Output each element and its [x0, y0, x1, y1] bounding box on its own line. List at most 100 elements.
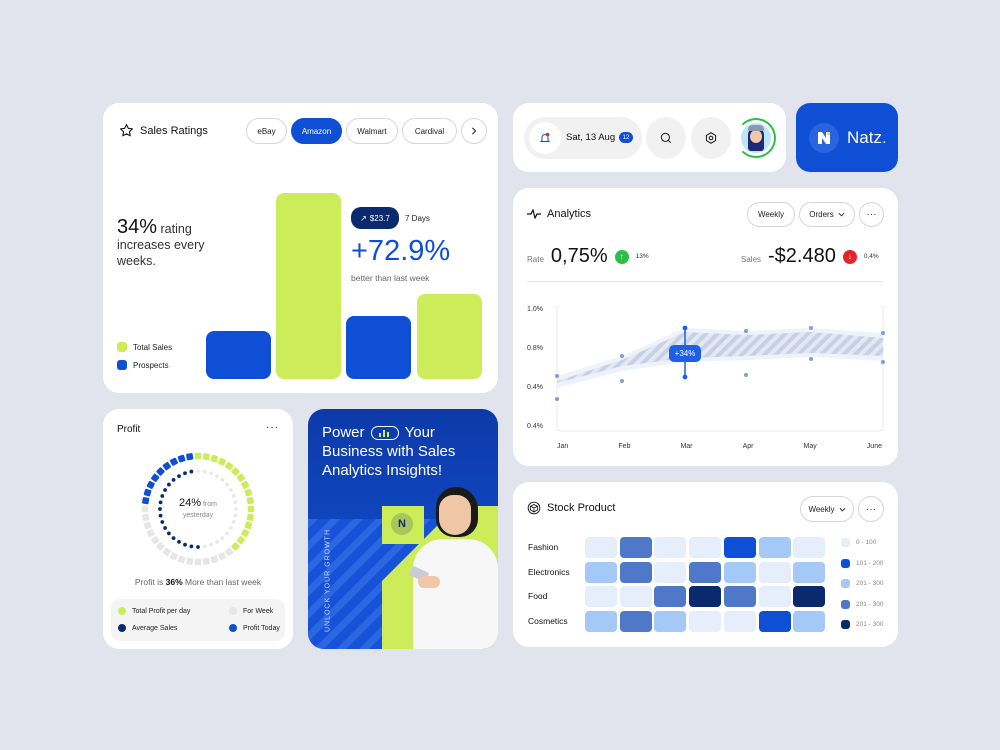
- heatmap-cell[interactable]: [654, 610, 687, 632]
- search-icon: [660, 132, 672, 144]
- rate-value: 0,75%: [550, 245, 608, 267]
- heatmap-cell[interactable]: [654, 537, 687, 558]
- arrow-up-icon: ↑: [614, 249, 629, 264]
- profit-title: Profit: [117, 424, 141, 435]
- legend-item: 201 - 300: [841, 579, 883, 589]
- heatmap-cell[interactable]: [585, 537, 617, 558]
- bar-total-sales-2[interactable]: [417, 294, 482, 379]
- growth-badge-row: ↗ $23.7 7 Days: [351, 207, 430, 229]
- bar-prospects-1[interactable]: [206, 331, 271, 379]
- heatmap-cell[interactable]: [793, 586, 826, 608]
- bell-icon: [539, 132, 551, 142]
- badge-period: 7 Days: [405, 213, 430, 223]
- heatmap-cell[interactable]: [585, 561, 617, 583]
- heatmap-cell[interactable]: [758, 610, 791, 632]
- y-tick: 0.4%: [527, 384, 543, 391]
- heatmap-cell[interactable]: [758, 561, 791, 583]
- promo-vertical-text: UNLOCK YOUR GROWTH: [324, 528, 332, 633]
- tab-ebay[interactable]: eBay: [246, 118, 287, 144]
- settings-button[interactable]: [691, 117, 731, 159]
- promo-headline: Power Your Business with Sales Analytics…: [322, 424, 456, 479]
- tab-amazon[interactable]: Amazon: [291, 118, 342, 144]
- heatmap-cell[interactable]: [689, 610, 722, 632]
- sales-change: 0,4%: [863, 253, 879, 260]
- heatmap-cell[interactable]: [619, 561, 652, 583]
- heatmap-cell[interactable]: [689, 561, 722, 583]
- orders-label: Orders: [809, 210, 834, 219]
- tab-cardival[interactable]: Cardival: [402, 118, 457, 144]
- more-options-button[interactable]: ···: [859, 202, 884, 227]
- legend-label: 201 - 300: [856, 600, 884, 608]
- legend-item: 101 - 200: [841, 558, 883, 568]
- bar-prospects-2[interactable]: [346, 316, 411, 379]
- legend-label: Total Sales: [133, 342, 173, 352]
- x-tick: Mar: [680, 443, 693, 450]
- heatmap-cell[interactable]: [619, 586, 652, 608]
- analytics-header: Analytics: [527, 208, 591, 220]
- profit-center-label: 24% from: [179, 497, 217, 509]
- arrow-down-icon: ↓: [842, 249, 857, 264]
- legend-total-profit: Total Profit per day: [118, 607, 190, 615]
- legend-swatch: [841, 558, 850, 568]
- heatmap-cell[interactable]: [585, 610, 617, 632]
- rating-text: rating increases every weeks.: [117, 222, 205, 268]
- profit-summary: Profit is 36% More than last week: [134, 577, 262, 587]
- bar-total-sales-1[interactable]: [276, 193, 341, 379]
- next-tabs-button[interactable]: [461, 118, 487, 144]
- settings-icon: [705, 132, 717, 144]
- heatmap-cell[interactable]: [723, 610, 756, 632]
- search-button[interactable]: [646, 117, 686, 159]
- sales-metric: Sales -$2.480 ↓ 0,4%: [741, 245, 879, 268]
- rate-metric: Rate 0,75% ↑ 13%: [527, 245, 649, 268]
- notification-button[interactable]: [529, 122, 561, 154]
- row-label-fashion: Fashion: [528, 542, 559, 552]
- heatmap-cell[interactable]: [654, 561, 687, 583]
- legend-swatch: [841, 620, 850, 630]
- analytics-area-chart[interactable]: [553, 303, 888, 433]
- heatmap-cell[interactable]: [585, 586, 617, 608]
- sales-value: -$2.480: [768, 245, 836, 267]
- weekly-dropdown[interactable]: Weekly: [800, 496, 854, 522]
- heatmap-cell[interactable]: [689, 586, 722, 608]
- heatmap-cell[interactable]: [689, 537, 722, 558]
- profit-radial-chart[interactable]: [136, 447, 260, 571]
- legend-prospects: Prospects: [117, 360, 169, 370]
- heatmap-cell[interactable]: [723, 561, 756, 583]
- more-options-button[interactable]: ···: [858, 496, 884, 522]
- legend-label: 201 - 300: [856, 621, 884, 629]
- avatar[interactable]: [736, 118, 776, 158]
- x-tick: May: [803, 443, 817, 450]
- chevron-down-icon: [838, 212, 845, 217]
- heatmap-cell[interactable]: [793, 537, 826, 558]
- heatmap-cell[interactable]: [723, 586, 756, 608]
- x-tick: Apr: [742, 443, 754, 450]
- date-pill[interactable]: Sat, 13 Aug 12: [524, 117, 642, 159]
- heatmap-cell[interactable]: [654, 586, 687, 608]
- rate-label: Rate: [527, 255, 544, 264]
- x-tick: Jan: [557, 443, 569, 450]
- promo-banner[interactable]: N Power Your Business with Sales Analyti…: [308, 409, 498, 649]
- chart-tooltip: +34%: [669, 345, 701, 362]
- heatmap-cell[interactable]: [758, 537, 791, 558]
- heatmap-cell[interactable]: [723, 537, 756, 558]
- tab-walmart[interactable]: Walmart: [346, 118, 398, 144]
- notification-count-badge: 12: [619, 132, 633, 143]
- heatmap-cell[interactable]: [793, 610, 826, 632]
- orders-dropdown[interactable]: Orders: [799, 202, 855, 227]
- weekly-filter-button[interactable]: Weekly: [747, 202, 795, 227]
- heatmap-cell[interactable]: [758, 586, 791, 608]
- y-tick: 0.4%: [527, 423, 543, 430]
- brand-logo-card[interactable]: Natz.: [796, 103, 898, 172]
- box-icon: [527, 501, 541, 515]
- legend-label: 0 - 100: [856, 539, 877, 546]
- x-tick: Feb: [618, 443, 631, 450]
- sales-label: Sales: [741, 255, 762, 264]
- sales-ratings-card: Sales Ratings eBay Amazon Walmart Cardiv…: [103, 103, 498, 393]
- more-options-button[interactable]: ···: [266, 422, 279, 433]
- heatmap-cell[interactable]: [793, 561, 826, 583]
- x-axis-labels: Jan Feb Mar Apr May June: [557, 443, 882, 450]
- heatmap-cell[interactable]: [619, 537, 652, 558]
- sales-ratings-header: Sales Ratings: [119, 123, 208, 138]
- heatmap-cell[interactable]: [619, 610, 652, 632]
- divider: [527, 281, 883, 282]
